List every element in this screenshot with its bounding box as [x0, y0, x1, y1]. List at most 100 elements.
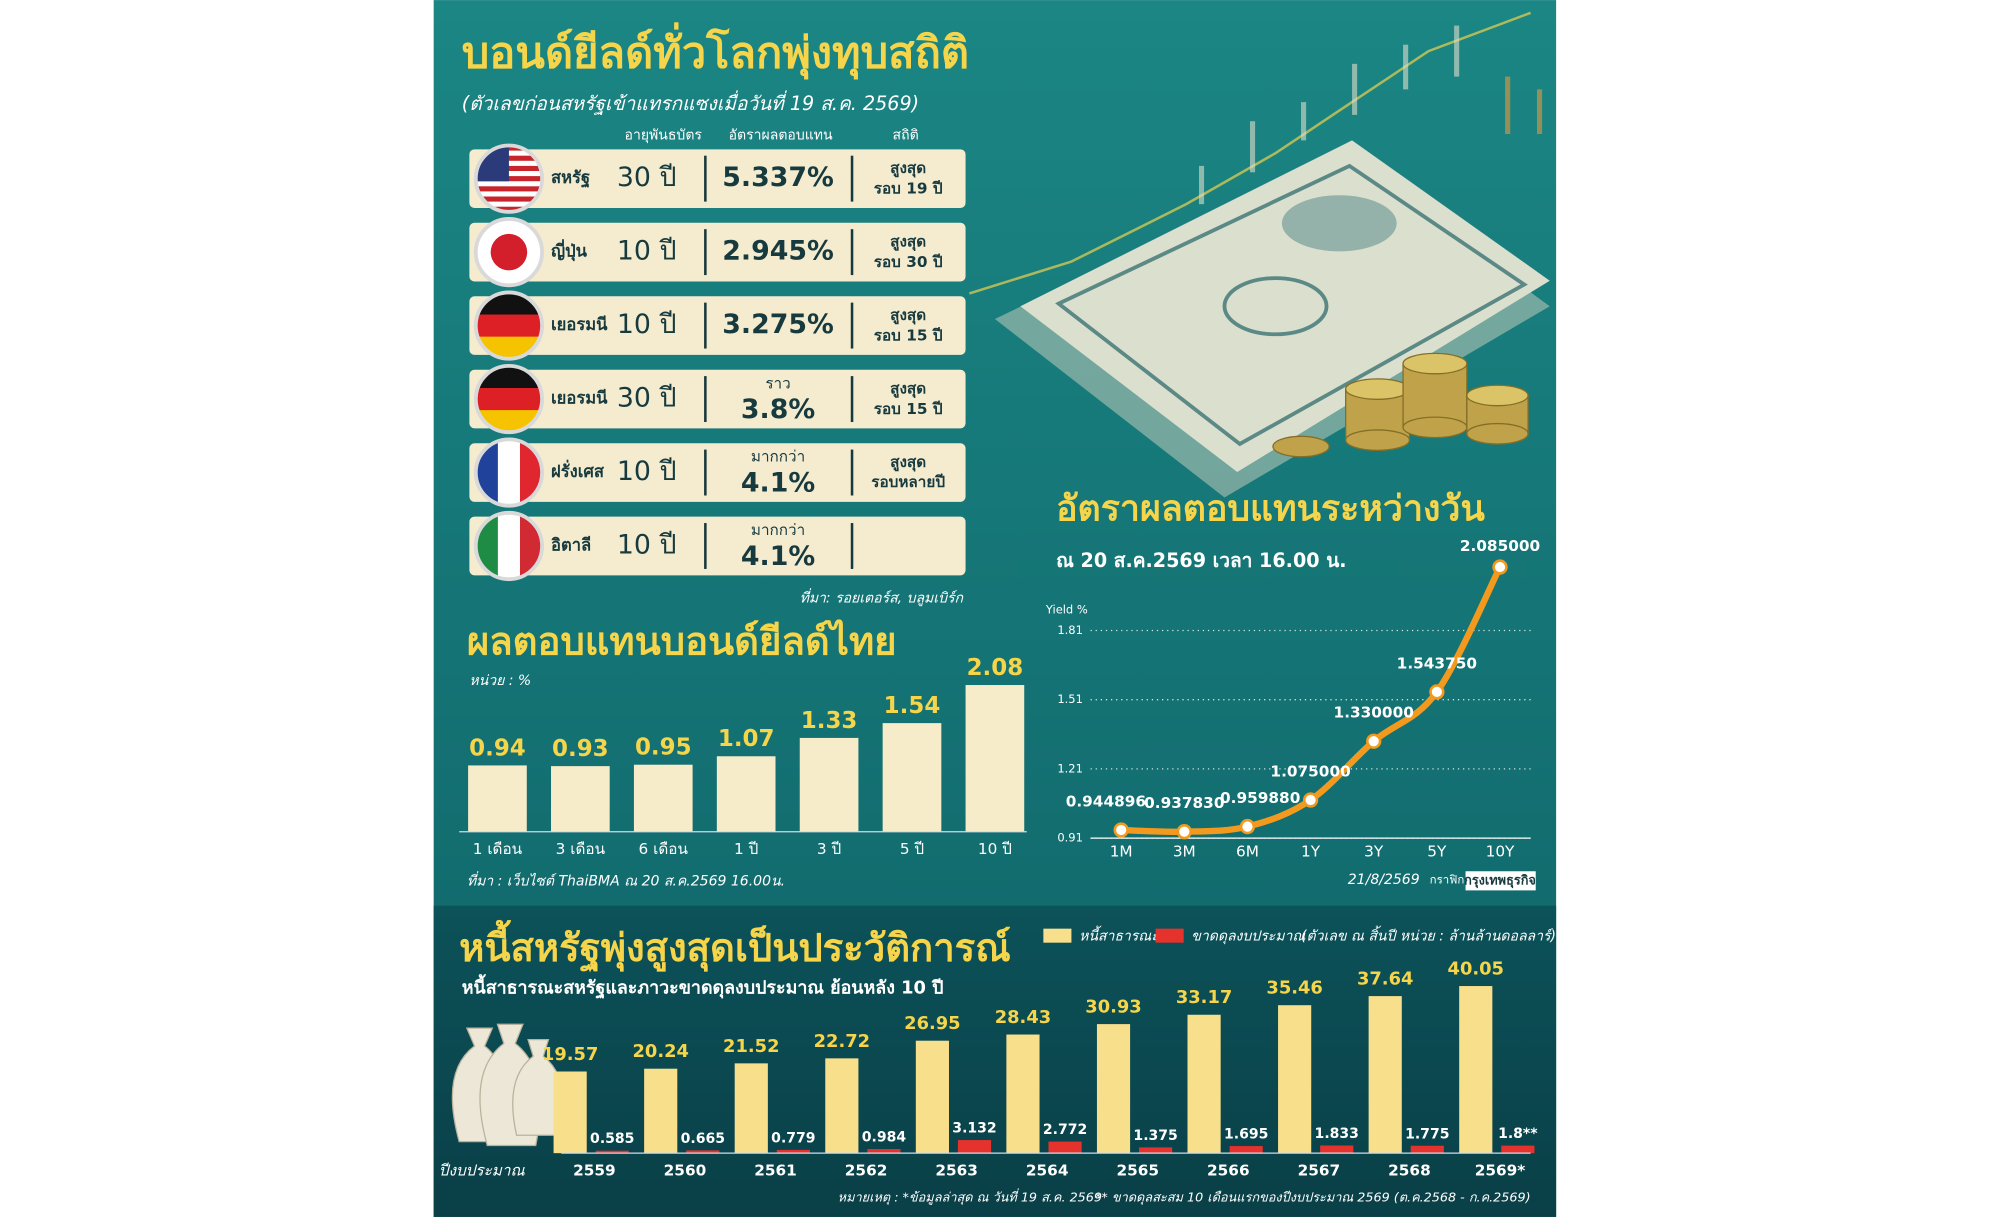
tenor: 10 ปี: [617, 529, 677, 560]
point: [1492, 559, 1508, 575]
source: ที่มา: รอยเตอร์ส, บลูมเบิร์ก: [800, 587, 965, 606]
credit-box: [1465, 871, 1536, 891]
money-bags: [451, 1023, 565, 1147]
point: [1113, 822, 1129, 838]
subtitle: (ตัวเลขก่อนสหรัฐเข้าแทรกแซงเมื่อวันที่ 1…: [462, 90, 919, 115]
country: อิตาลี: [551, 535, 591, 554]
tenor: 10 ปี: [617, 456, 677, 487]
flag-band: [497, 439, 521, 506]
value-label: 0.944896: [1066, 792, 1146, 810]
row-box: [469, 149, 966, 208]
x-tick-label: 1 ปี: [734, 840, 758, 858]
value-label: 22.72: [814, 1031, 870, 1052]
point: [1239, 818, 1256, 835]
date: 21/8/2569: [1348, 872, 1420, 888]
bar: [1459, 986, 1493, 1154]
x-tick-label: 6M: [1236, 843, 1259, 861]
flag-band: [475, 191, 543, 198]
y-tick-label: 1.81: [1057, 623, 1083, 637]
publisher: กรุงเทพธุรกิจ: [1464, 873, 1536, 888]
note: (ตัวเลข ณ สิ้นปี หน่วย : ล้านล้านดอลลาร์…: [1301, 925, 1556, 944]
chart-title: ผลตอบแทนบอนด์ยีลด์ไทย: [467, 619, 897, 665]
legend-swatch: [1043, 928, 1072, 943]
x-tick-label: 2568: [1388, 1161, 1431, 1179]
value-label: 0.937830: [1144, 794, 1224, 812]
point: [1302, 792, 1319, 808]
value-label: 1.543750: [1397, 654, 1477, 672]
yield: 3.8%: [741, 394, 815, 425]
value-label: 1.330000: [1334, 704, 1414, 722]
record: รอบ 15 ปี: [874, 400, 943, 418]
bar: [882, 723, 942, 832]
flag-ring: [473, 363, 545, 435]
axis-label: Yield %: [1045, 602, 1088, 616]
value-label: 1.54: [884, 693, 941, 719]
bar: [915, 1040, 949, 1154]
value-label: 1.07: [718, 726, 775, 752]
x-tick-label: 2567: [1298, 1161, 1341, 1179]
point: [1429, 684, 1445, 700]
value-label: 1.33: [801, 708, 858, 734]
axis-label: ปีงบประมาณ: [439, 1161, 526, 1179]
value-label: 0.959880: [1220, 789, 1300, 807]
bar: [595, 1150, 629, 1154]
flag-ring: [473, 217, 545, 288]
x-tick-label: 6 เดือน: [639, 840, 689, 858]
main-title: บอนด์ยีลด์ทั่วโลกพุ่งทุบสถิติ: [462, 22, 969, 81]
x-tick-label: 5 ปี: [900, 840, 924, 858]
flag-ring: [473, 290, 545, 361]
x-tick-label: 2566: [1207, 1161, 1250, 1179]
value-label: 40.05: [1448, 958, 1504, 979]
x-tick-label: 1M: [1110, 843, 1133, 861]
record: รอบ 19 ปี: [874, 179, 943, 197]
value-label: 26.95: [904, 1013, 960, 1034]
bar: [799, 737, 859, 832]
flag-ring: [473, 510, 545, 582]
value-label: 0.585: [590, 1131, 634, 1147]
flag-band: [475, 201, 543, 208]
value-label: 0.665: [681, 1131, 725, 1147]
country: สหรัฐ: [551, 168, 590, 188]
x-tick-label: 10 ปี: [978, 840, 1012, 858]
country: ญี่ปุ่น: [551, 239, 588, 262]
value-label: 0.93: [552, 736, 609, 762]
row-box: [469, 296, 966, 355]
qualifier: ราว: [765, 374, 790, 392]
x-tick-label: 2565: [1116, 1161, 1159, 1179]
bar: [1006, 1034, 1040, 1154]
legend-swatch: [1155, 928, 1184, 943]
x-tick-label: 1Y: [1301, 843, 1321, 861]
flag: [475, 145, 543, 212]
bar: [633, 764, 693, 832]
x-tick-label: 2563: [935, 1161, 978, 1179]
value-label: 30.93: [1085, 997, 1141, 1018]
value-label: 0.984: [862, 1130, 907, 1146]
chart-us-debt: หนี้สาธารณะ ขาดดุลงบประมาณ 2559 19.57 0.585 2…: [542, 925, 1538, 1179]
value-label: 33.17: [1176, 987, 1232, 1008]
row-box: [469, 516, 966, 576]
value-label: 28.43: [995, 1007, 1051, 1028]
bar: [553, 1071, 587, 1154]
bar: [551, 766, 610, 832]
tenor: 10 ปี: [617, 236, 677, 267]
value-label: 0.94: [469, 735, 526, 761]
chart-thai: 1 เดือน 0.94 3 เดือน 0.93 6 เดือน 0.95 1 ปี 1.0…: [459, 655, 1027, 858]
flag-band: [475, 186, 543, 193]
bar: [468, 765, 527, 832]
bar: [1229, 1146, 1263, 1154]
x-tick-label: 5Y: [1427, 843, 1447, 861]
bar: [867, 1149, 901, 1154]
y-tick-label: 1.21: [1057, 761, 1083, 775]
value-label: 1.075000: [1270, 762, 1350, 780]
value-label: 2.08: [967, 655, 1024, 681]
tenor: 30 ปี: [617, 383, 677, 414]
chart-intraday: 0.91 1.21 1.51 1.81 0.944896 1M 0.937830 3M 0.95…: [1057, 537, 1540, 860]
column-header: อัตราผลตอบแทน: [729, 127, 833, 143]
value-label: 3.132: [952, 1121, 996, 1137]
country: เยอรมนี: [551, 389, 608, 408]
x-tick-label: 3M: [1173, 843, 1196, 861]
flag-band: [497, 512, 521, 580]
yield: 3.275%: [722, 309, 833, 340]
